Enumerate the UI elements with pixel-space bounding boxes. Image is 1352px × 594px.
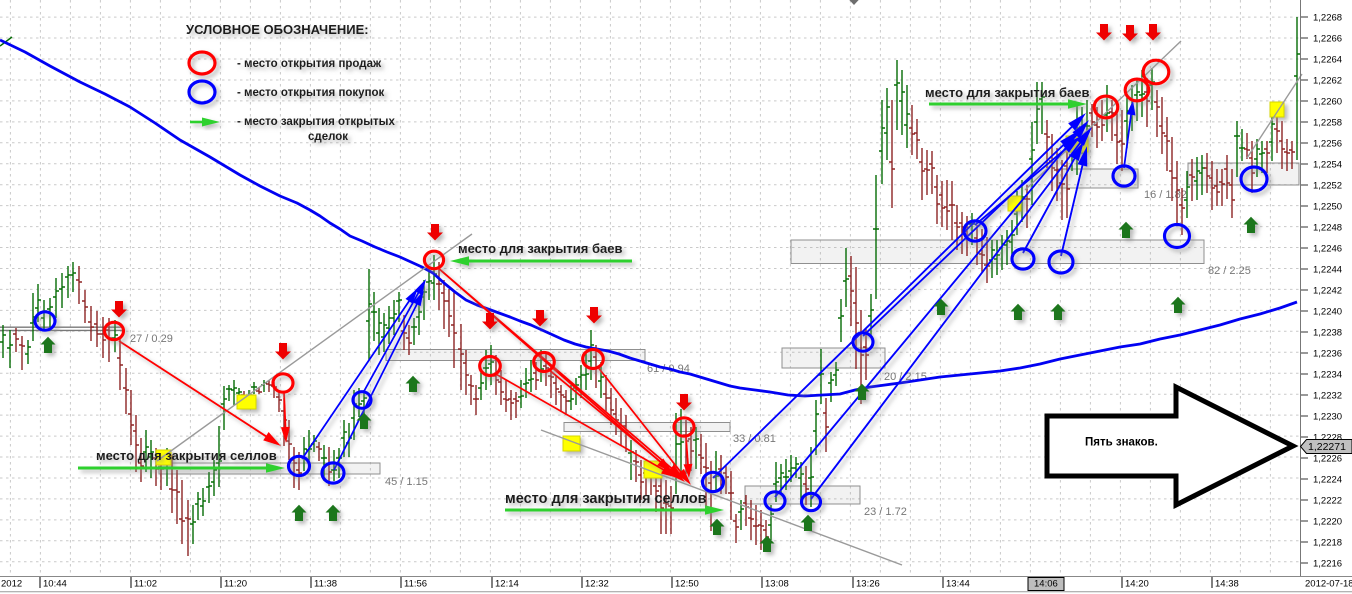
svg-text:45 / 1.15: 45 / 1.15 — [385, 476, 428, 488]
svg-text:1,2236: 1,2236 — [1313, 348, 1342, 359]
svg-text:1,2246: 1,2246 — [1313, 243, 1342, 254]
svg-text:место для закрытия баев: место для закрытия баев — [458, 241, 622, 256]
svg-text:13:44: 13:44 — [946, 579, 970, 590]
svg-text:13:08: 13:08 — [765, 579, 789, 590]
svg-text:27 / 0.29: 27 / 0.29 — [130, 333, 173, 345]
svg-text:1,2250: 1,2250 — [1313, 201, 1342, 212]
svg-text:12:50: 12:50 — [675, 579, 699, 590]
svg-text:1,2238: 1,2238 — [1313, 327, 1342, 338]
svg-text:сделок: сделок — [308, 131, 348, 143]
svg-text:12:32: 12:32 — [585, 579, 609, 590]
svg-text:1,2260: 1,2260 — [1313, 96, 1342, 107]
svg-text:1,2240: 1,2240 — [1313, 306, 1342, 317]
svg-text:11:02: 11:02 — [134, 579, 157, 590]
svg-text:1,2228: 1,2228 — [1313, 432, 1342, 443]
svg-text:11:20: 11:20 — [224, 579, 247, 590]
svg-text:13:26: 13:26 — [856, 579, 880, 590]
svg-text:14:38: 14:38 — [1215, 579, 1239, 590]
svg-text:1,2232: 1,2232 — [1313, 390, 1342, 401]
svg-text:- место закрытия открытых: - место закрытия открытых — [237, 116, 395, 128]
svg-text:1,2266: 1,2266 — [1313, 33, 1342, 44]
svg-text:УСЛОВНОЕ ОБОЗНАЧЕНИЕ:: УСЛОВНОЕ ОБОЗНАЧЕНИЕ: — [186, 22, 369, 37]
svg-text:1,2252: 1,2252 — [1313, 180, 1342, 191]
svg-text:- место открытия продаж: - место открытия продаж — [237, 58, 382, 70]
svg-text:место для закрытия селлов: место для закрытия селлов — [505, 491, 707, 507]
svg-text:14:20: 14:20 — [1125, 579, 1149, 590]
svg-text:1,2248: 1,2248 — [1313, 222, 1342, 233]
svg-text:место для закрытия баев: место для закрытия баев — [925, 85, 1089, 100]
svg-text:10:44: 10:44 — [43, 579, 67, 590]
svg-text:1,2218: 1,2218 — [1313, 537, 1342, 548]
svg-text:33 / 0.81: 33 / 0.81 — [733, 433, 776, 445]
svg-text:1,2254: 1,2254 — [1313, 159, 1342, 170]
svg-text:1,2258: 1,2258 — [1313, 117, 1342, 128]
svg-text:1,2226: 1,2226 — [1313, 453, 1342, 464]
svg-text:1,2222: 1,2222 — [1313, 495, 1342, 506]
svg-text:1,2244: 1,2244 — [1313, 264, 1342, 275]
svg-text:1,2256: 1,2256 — [1313, 138, 1342, 149]
svg-text:11:56: 11:56 — [404, 579, 427, 590]
svg-text:14:06: 14:06 — [1034, 579, 1058, 590]
svg-text:1,2230: 1,2230 — [1313, 411, 1342, 422]
svg-text:1,2234: 1,2234 — [1313, 369, 1342, 380]
svg-text:2012: 2012 — [1, 579, 22, 590]
svg-text:Пять знаков.: Пять знаков. — [1085, 437, 1158, 449]
svg-text:1,22271: 1,22271 — [1308, 441, 1346, 453]
svg-text:1,2268: 1,2268 — [1313, 12, 1342, 23]
svg-text:16 / 1.82: 16 / 1.82 — [1144, 189, 1187, 201]
svg-text:1,2242: 1,2242 — [1313, 285, 1342, 296]
svg-text:82 / 2.25: 82 / 2.25 — [1208, 265, 1251, 277]
svg-text:11:38: 11:38 — [314, 579, 337, 590]
svg-text:12:14: 12:14 — [495, 579, 519, 590]
svg-text:2012-07-18: 2012-07-18 — [1305, 579, 1352, 590]
svg-text:- место открытия покупок: - место открытия покупок — [237, 87, 385, 99]
svg-text:1,2264: 1,2264 — [1313, 54, 1342, 65]
svg-text:1,2262: 1,2262 — [1313, 75, 1342, 86]
svg-text:1,2224: 1,2224 — [1313, 474, 1342, 485]
svg-text:23 / 1.72: 23 / 1.72 — [864, 506, 907, 518]
svg-text:место для закрытия селлов: место для закрытия селлов — [96, 448, 277, 463]
svg-text:1,2220: 1,2220 — [1313, 516, 1342, 527]
svg-text:1,2216: 1,2216 — [1313, 558, 1342, 569]
